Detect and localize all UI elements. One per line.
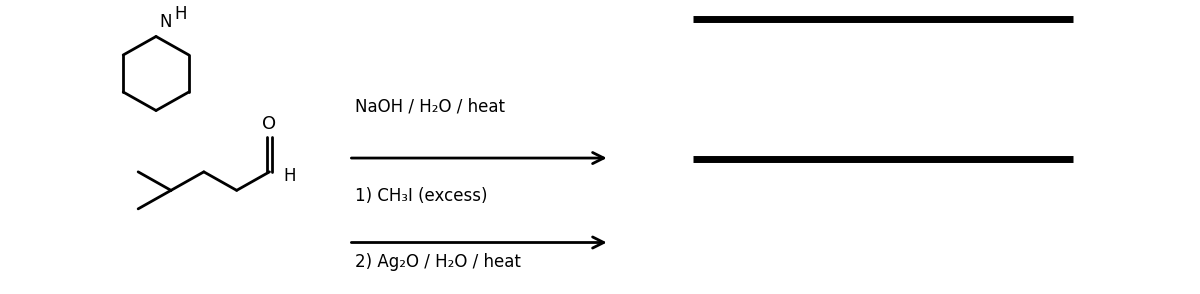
Text: H: H [174, 5, 186, 23]
Text: H: H [283, 167, 296, 185]
Text: O: O [263, 115, 276, 133]
Text: 2) Ag₂O / H₂O / heat: 2) Ag₂O / H₂O / heat [354, 253, 521, 270]
Text: NaOH / H₂O / heat: NaOH / H₂O / heat [354, 97, 504, 115]
Text: 1) CH₃I (excess): 1) CH₃I (excess) [354, 187, 487, 205]
Text: N: N [160, 13, 172, 31]
